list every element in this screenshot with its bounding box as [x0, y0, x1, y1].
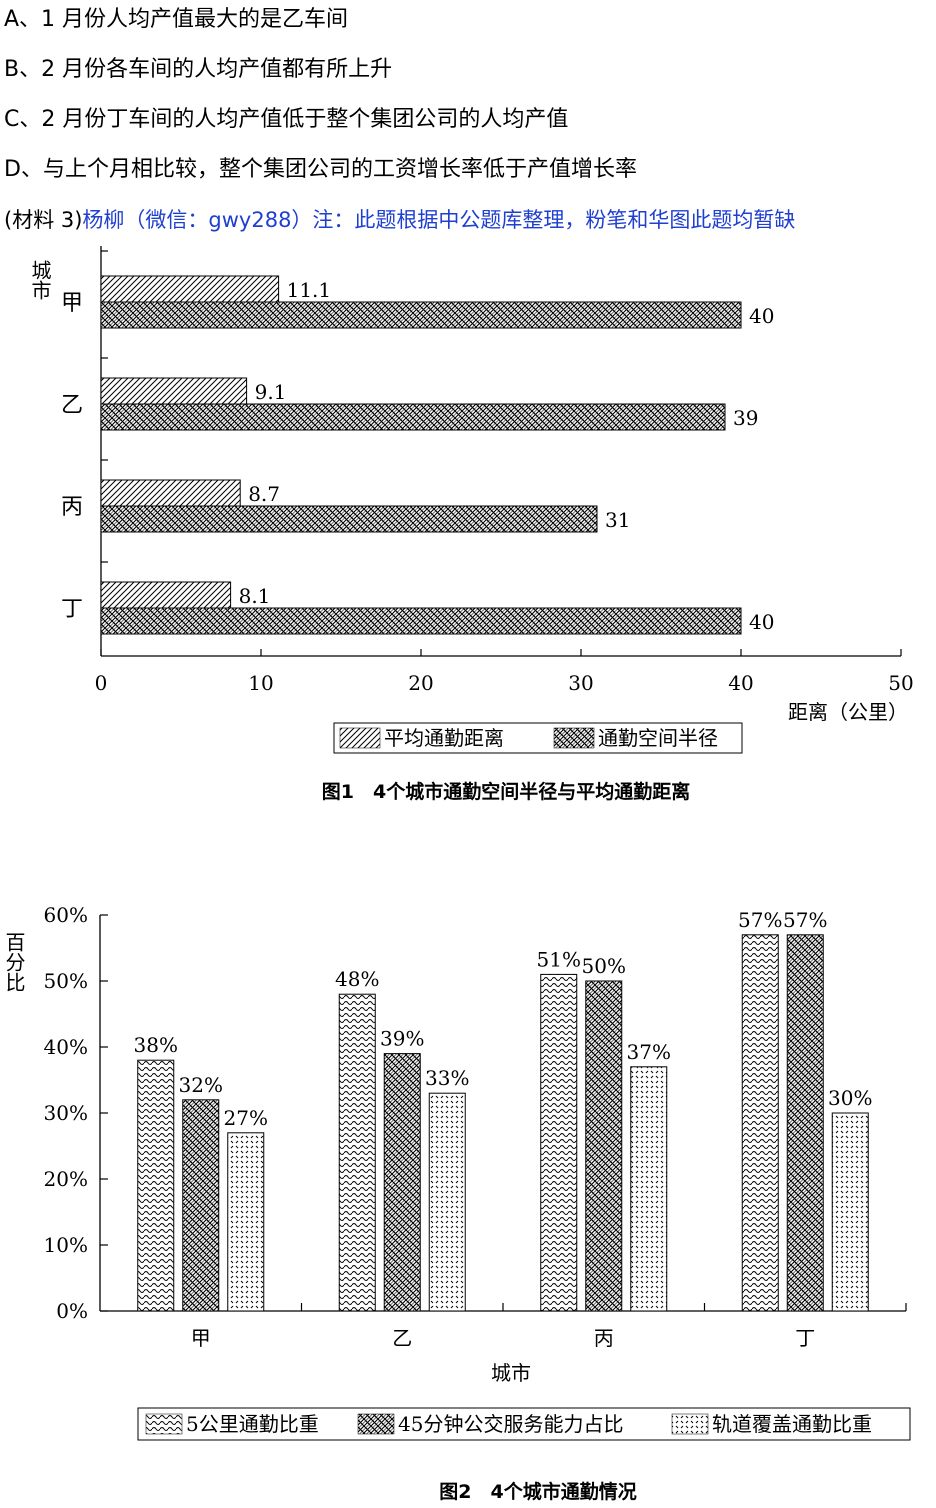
figure-1-category-label: 丁 [61, 597, 83, 622]
figure-2-commute-situation-chart: 0% 10% 20% 30% 40% 50% 60% 甲 38%32%27% 乙 48% 39%33%… [2, 903, 911, 1503]
figure-1-x-tick-label: 0 [95, 671, 108, 695]
figure-2-data-label: 33% [425, 1066, 469, 1090]
figure-2-bar [630, 1066, 668, 1312]
figure-2-bar [383, 1053, 421, 1312]
legend-swatch-radius [553, 727, 595, 749]
figure-2-bar [540, 973, 578, 1312]
figure-2-y-tick-label: 40% [44, 1035, 88, 1059]
option-d: D、与上个月相比较，整个集团公司的工资增长率低于产值增长率 [4, 157, 637, 182]
figure-2-data-label: 27% [224, 1106, 268, 1130]
figure-1-data-label: 31 [605, 508, 630, 532]
figure-1-bar [100, 607, 742, 635]
legend-swatch-avg-distance [339, 727, 381, 749]
option-b: B、2 月份各车间的人均产值都有所上升 [4, 57, 393, 82]
legend-label-avg-distance: 平均通勤距离 [384, 726, 504, 750]
figure-2-data-label: 30% [828, 1086, 872, 1110]
figure-1-bar [100, 479, 241, 507]
figure-2-data-label: 57% [738, 908, 782, 932]
figure-2-legend: 5公里通勤比重 45分钟公交服务能力占比 轨道覆盖通勤比重 [137, 1407, 911, 1441]
figure-2-bar [227, 1132, 265, 1312]
figure-2-y-tick-label: 60% [44, 903, 88, 927]
figure-2-bar [585, 980, 623, 1312]
legend-label-5km: 5公里通勤比重 [186, 1412, 319, 1436]
figure-2-data-label: 51% [537, 947, 581, 971]
figure-2-category-label: 甲 [191, 1326, 211, 1350]
figure-2-bar [428, 1092, 466, 1312]
figure-2-y-tick-label: 10% [44, 1233, 88, 1257]
figure-1-x-tick-label: 50 [888, 671, 913, 695]
figure-1-category-label: 甲 [61, 291, 83, 316]
material-note-prefix: (材料 3) [4, 208, 83, 232]
option-a: A、1 月份人均产值最大的是乙车间 [4, 7, 349, 32]
legend-label-radius: 通勤空间半径 [598, 726, 718, 750]
material-note-text: 杨柳（微信：gwy288）注：此题根据中公题库整理，粉笔和华图此题均暂缺 [82, 208, 796, 232]
option-c: C、2 月份丁车间的人均产值低于整个集团公司的人均产值 [4, 107, 569, 132]
legend-label-rail: 轨道覆盖通勤比重 [712, 1412, 872, 1436]
figure-2-plot: 0% 10% 20% 30% 40% 50% 60% 甲 38%32%27% 乙 48% 39%33%… [44, 903, 907, 1350]
figure-2-bar [831, 1112, 869, 1312]
figure-1-title: 图1 4个城市通勤空间半径与平均通勤距离 [322, 780, 690, 803]
figure-2-category-label: 丁 [795, 1326, 815, 1350]
figure-2-x-axis-label: 城市 [491, 1361, 531, 1385]
figure-2-data-label: 39% [380, 1027, 424, 1051]
figure-1-bar [100, 581, 232, 609]
figure-2-data-label: 48% [335, 967, 379, 991]
figure-1-data-label: 40 [749, 610, 774, 634]
figure-1-data-label: 8.7 [248, 482, 280, 506]
legend-label-45min: 45分钟公交服务能力占比 [398, 1412, 623, 1436]
figure-1-plot: 0 10 20 30 40 50 甲 11.1 40 乙 9.1 39 丙 8.7 31 丁 8.1 40 [61, 246, 914, 695]
figure-2-y-tick-label: 0% [56, 1299, 88, 1323]
legend-swatch-5km [145, 1413, 183, 1435]
figure-2-data-label: 37% [627, 1040, 671, 1064]
figure-2-y-tick-label: 20% [44, 1167, 88, 1191]
figure-2-bar [338, 993, 376, 1312]
figure-2-data-label: 50% [582, 954, 626, 978]
figure-1-data-label: 40 [749, 304, 774, 328]
figure-2-data-label: 32% [179, 1073, 223, 1097]
legend-swatch-45min [357, 1413, 395, 1435]
figure-2-bar [786, 934, 824, 1312]
figure-1-x-tick-label: 20 [408, 671, 433, 695]
figure-1-x-axis-label: 距离（公里） [788, 700, 908, 724]
figure-1-data-label: 39 [733, 406, 758, 430]
figure-1-bar [100, 377, 248, 405]
figure-2-data-label: 57% [783, 908, 827, 932]
figure-1-bar [100, 505, 598, 533]
figure-2-category-label: 丙 [594, 1326, 614, 1350]
figure-1-y-axis-label: 城市 [28, 260, 52, 300]
figure-1-data-label: 9.1 [255, 380, 287, 404]
figure-1-legend: 平均通勤距离 通勤空间半径 [333, 722, 743, 754]
material-note: (材料 3)杨柳（微信：gwy288）注：此题根据中公题库整理，粉笔和华图此题均… [4, 206, 795, 234]
figure-2-bar [182, 1099, 220, 1312]
legend-swatch-rail [671, 1413, 709, 1435]
figure-2-bar [137, 1059, 175, 1312]
figure-1-data-label: 8.1 [239, 584, 271, 608]
figure-1-data-label: 11.1 [287, 278, 332, 302]
figure-2-y-tick-label: 50% [44, 969, 88, 993]
figure-1-x-tick-label: 10 [248, 671, 273, 695]
figure-1-bar [100, 403, 726, 431]
figure-2-title: 图2 4个城市通勤情况 [439, 1480, 636, 1503]
figure-1-category-label: 乙 [61, 393, 83, 418]
figure-1-bar [100, 301, 742, 329]
figure-2-data-label: 38% [134, 1033, 178, 1057]
figure-2-bar [741, 934, 779, 1312]
figure-1-category-label: 丙 [61, 495, 83, 520]
figure-1-x-tick-label: 30 [568, 671, 593, 695]
figure-2-y-tick-label: 30% [44, 1101, 88, 1125]
figure-2-category-label: 乙 [392, 1326, 412, 1350]
figure-1-bar [100, 275, 280, 303]
figure-2-y-axis-label: 百分比 [2, 932, 26, 992]
figure-1-x-tick-label: 40 [728, 671, 753, 695]
